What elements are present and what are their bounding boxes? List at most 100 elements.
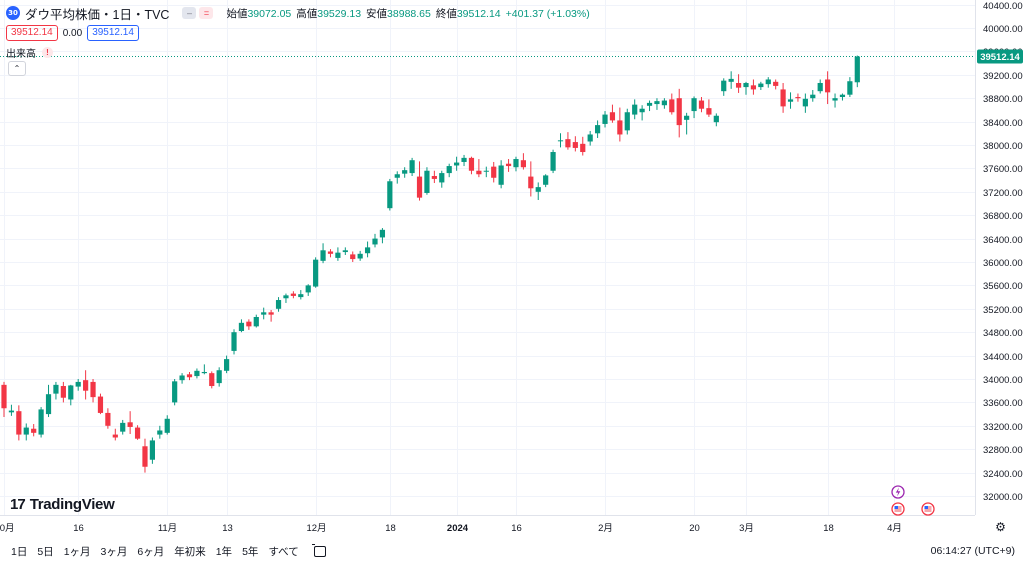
candle-body [750,85,757,90]
candle-body [646,102,653,106]
y-tick-label: 32800.00 [983,445,1023,456]
candle-body [261,312,267,315]
ohlc-values: 始値39072.05 高値39529.13 安値38988.65 終値39512.14… [226,6,594,21]
candle [735,74,742,93]
sell-price-button[interactable]: 39512.14 [6,25,58,41]
volume-row: 出来高 ! [6,45,53,60]
close-value: 39512.14 [456,7,501,20]
chart-title[interactable]: ダウ平均株価・1日・TVC [25,7,170,22]
candle-body [550,152,556,171]
candle [290,291,296,299]
legend: 30 ダウ平均株価・1日・TVC – = 始値39072.05 高値39529.1… [6,5,595,22]
candle-body [186,374,193,378]
candle-body [327,251,334,254]
event-markers[interactable] [891,485,935,516]
candle-body [587,134,593,142]
volume-label[interactable]: 出来高 [6,49,36,60]
us-flag-event-icon[interactable] [891,502,905,516]
range-button[interactable]: 6ヶ月 [137,545,165,558]
range-button[interactable]: 1日 [11,545,28,558]
candle [713,113,719,127]
candle-body [654,101,660,105]
candle [431,170,437,184]
range-button[interactable]: 3ヶ月 [100,545,128,558]
candle [595,120,601,138]
candle-body [16,411,22,435]
y-tick-label: 36800.00 [983,211,1023,222]
candle-body [350,254,356,260]
candle [246,319,252,330]
candle-body [439,173,445,183]
settings-gear-icon[interactable]: ⚙ [995,519,1006,534]
candle [454,156,460,171]
range-button[interactable]: 年初来 [174,545,206,558]
candle [172,379,178,406]
candle [112,428,118,441]
candle-body [817,82,823,92]
range-button[interactable]: 5年 [242,545,259,558]
x-tick-label: 18 [823,523,834,534]
candle [543,174,549,188]
candle-body [698,100,705,109]
minus-icon[interactable]: – [182,7,197,19]
range-button[interactable]: 1ヶ月 [63,545,91,558]
candle [372,233,378,248]
equals-icon[interactable]: = [199,7,214,19]
x-tick-label: 11月 [158,523,177,534]
candle-body [253,316,259,327]
candle [587,130,593,146]
candle [832,93,838,108]
legend-toggle[interactable]: – = [182,7,214,19]
candle [134,425,141,440]
candle-body [557,140,564,142]
calendar-icon[interactable] [311,543,326,557]
candle-body [617,120,623,135]
candle-body [624,112,630,131]
candle [68,384,74,406]
candle-body [847,81,853,95]
collapse-arrow-icon[interactable]: ⌃ [8,61,26,76]
candle-body [157,430,163,435]
candle [201,364,207,375]
candle-body [83,380,89,391]
range-button[interactable]: 5日 [37,545,54,558]
clock[interactable]: 06:14:27 (UTC+9) [930,545,1015,557]
price-chart[interactable]: 32000.00 32400.00 32800.00 33200.00 33600.00… [0,0,1024,540]
candle-body [691,98,697,112]
range-button[interactable]: すべて [268,545,299,558]
price-axis[interactable]: 32000.00 32400.00 32800.00 33200.00 33600.00… [983,1,1023,503]
candle [839,93,846,101]
time-axis[interactable]: 10月 16 11月 13 12月 18 2024 16 2月 20 3月 18 4月 [0,523,902,534]
candle-body [90,381,96,398]
candle [38,407,44,438]
us-flag-event-icon[interactable] [921,502,935,516]
range-buttons: 1日 5日 1ヶ月 3ヶ月 6ヶ月 年初来 1年 5年 すべて [6,544,304,559]
logo-text: TradingView [29,496,115,513]
y-tick-label: 38400.00 [983,118,1023,129]
candle [750,79,757,95]
candle [261,307,267,320]
candle [275,297,282,312]
x-tick-label: 2024 [447,523,469,534]
candle-body [595,125,601,134]
candle [684,112,690,135]
candle [16,405,22,441]
candle-body [802,98,808,107]
candle-body [580,143,586,153]
tradingview-logo[interactable]: 17 TradingView [10,496,115,513]
x-tick-label: 12月 [306,523,326,534]
candle-body [290,293,296,296]
buy-price-button[interactable]: 39512.14 [87,25,139,41]
candle [83,370,89,400]
candle-body [97,396,104,413]
y-tick-label: 32000.00 [983,492,1023,503]
candle-body [68,385,74,400]
symbol-badge-icon[interactable]: 30 [6,6,20,20]
price-axis-border [0,0,976,516]
candle [773,79,779,90]
lightning-event-icon[interactable] [891,485,905,499]
range-button[interactable]: 1年 [215,545,233,558]
candle-body [787,99,794,102]
warning-icon[interactable]: ! [42,47,53,58]
candle [498,160,504,189]
